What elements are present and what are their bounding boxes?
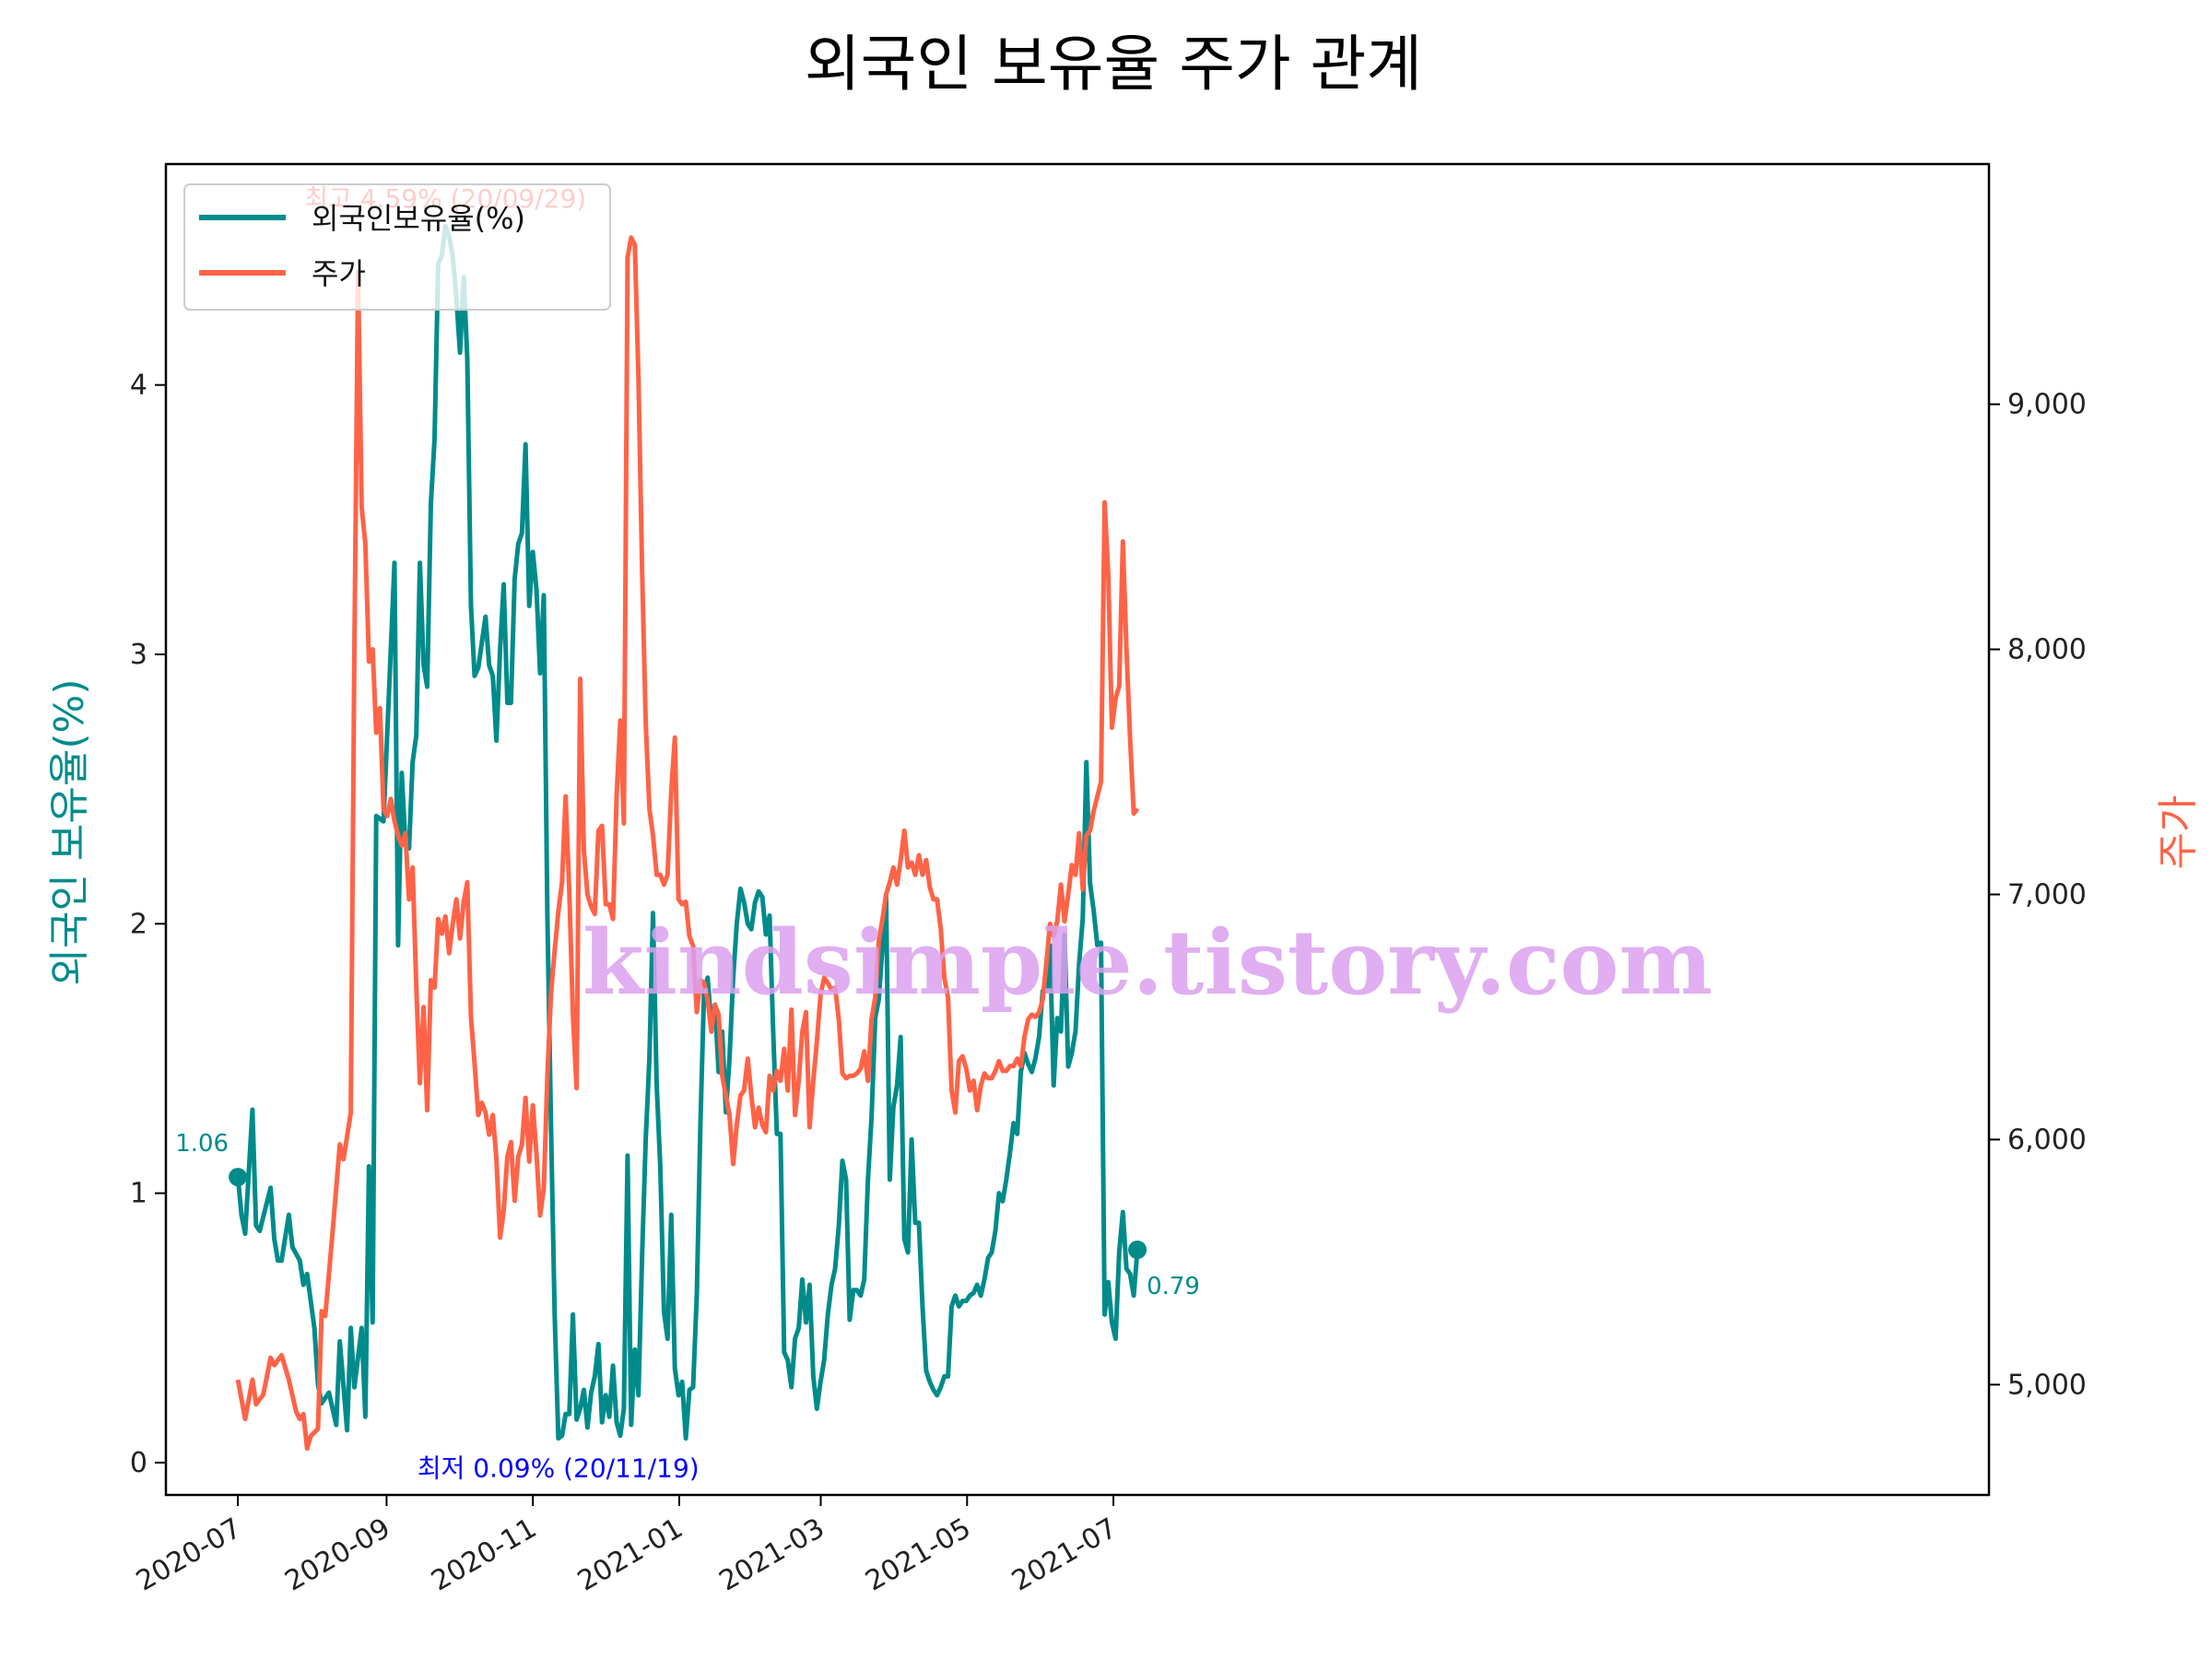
plot-frame [164,162,1991,1497]
y-right-tick-label: 7,000 [2007,878,2087,911]
y-axis-label-right: 주가 [2155,795,2202,870]
legend: 외국인보유율(%) 주가 [183,183,611,311]
annotation-min: 최저 0.09% (20/11/19) [418,1453,700,1484]
y-right-tick-label: 8,000 [2007,634,2087,666]
chart-title: 외국인 보유율 주가 관계 [805,29,1422,100]
legend-label-foreign-ratio: 외국인보유율(%) [312,201,525,236]
start-point-marker [229,1168,248,1187]
y-left-tick-label: 4 [130,370,147,402]
y-left-tick-label: 3 [130,639,147,671]
y-right-tick-label: 9,000 [2007,389,2087,421]
y-right-tick-label: 5,000 [2007,1369,2087,1401]
end-point-marker [1128,1241,1147,1259]
series-layer [235,223,1140,1451]
legend-box [183,183,611,311]
watermark: kindsimple.tistory.com [582,911,1712,1015]
start-value-label: 1.06 [175,1130,229,1158]
y-left-tick-label: 2 [130,908,147,940]
y-left-tick-label: 0 [130,1447,147,1479]
y-right-tick-label: 6,000 [2007,1124,2087,1156]
line-stock-price [235,235,1140,1451]
y-left-tick-label: 1 [130,1178,147,1210]
end-value-label: 0.79 [1147,1273,1200,1300]
legend-label-stock-price: 주가 [312,256,366,291]
y-axis-label-left: 외국인 보유율(%) [46,678,93,985]
